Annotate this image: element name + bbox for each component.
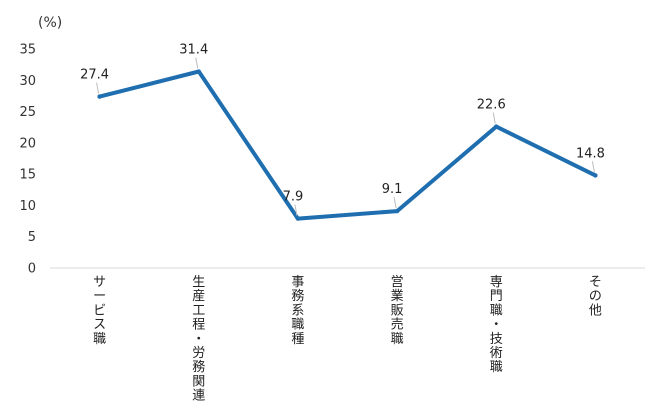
- data-label: 14.8: [576, 146, 605, 161]
- data-label: 22.6: [477, 98, 506, 113]
- y-tick-label: 30: [19, 74, 36, 89]
- y-tick-label: 15: [19, 168, 36, 183]
- data-point: [593, 173, 598, 178]
- x-category-label: 生産工程・労務関連: [192, 275, 205, 401]
- data-label-leader: [393, 196, 397, 209]
- data-label: 31.4: [179, 43, 208, 58]
- data-label-leader: [96, 82, 100, 94]
- data-label: 9.1: [382, 182, 403, 197]
- data-point: [196, 69, 201, 74]
- y-tick-label: 25: [19, 105, 36, 120]
- y-tick-label: 0: [28, 262, 36, 277]
- series-line: [97, 69, 598, 221]
- y-tick-label: 35: [19, 43, 36, 58]
- data-point: [97, 94, 102, 99]
- data-label-leader: [294, 204, 298, 216]
- data-label-leader: [195, 57, 199, 69]
- y-axis-unit-label: (%): [38, 15, 62, 31]
- data-label: 27.4: [80, 68, 109, 83]
- x-category-label: 営業販売職: [391, 275, 404, 347]
- data-point: [394, 208, 400, 214]
- data-point: [494, 124, 499, 129]
- x-category-label: サービス職: [93, 275, 106, 347]
- data-label: 7.9: [283, 190, 304, 205]
- x-category-label: 事務系職種: [291, 275, 304, 347]
- y-tick-label: 10: [19, 199, 36, 214]
- data-label-leader: [492, 112, 496, 124]
- x-category-label: 専門職・技術職: [490, 275, 503, 375]
- x-category-label: その他: [589, 275, 602, 318]
- data-point: [295, 216, 301, 221]
- y-tick-label: 5: [28, 230, 36, 245]
- y-tick-label: 20: [19, 136, 36, 151]
- data-label-leader: [591, 161, 595, 173]
